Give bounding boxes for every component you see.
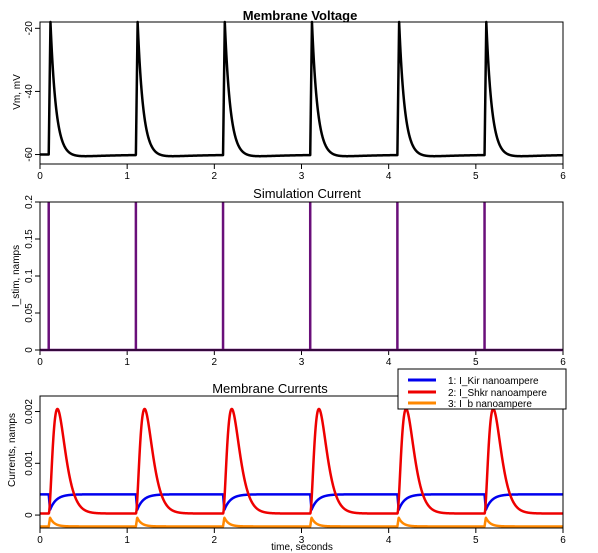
x-tick-label: 6 — [560, 535, 566, 546]
x-tick-label: 3 — [299, 357, 305, 368]
series-line-kir — [38, 493, 565, 511]
y-tick-label: 0.1 — [24, 269, 35, 283]
x-tick-label: 4 — [386, 357, 392, 368]
x-tick-label: 3 — [299, 171, 305, 182]
stimulus-panel: Simulation Current I_stim, namps 0 1 2 3 4 5 6… — [11, 186, 566, 368]
x-tick-label: 2 — [212, 171, 218, 182]
x-tick-label: 6 — [560, 357, 566, 368]
currents-lines — [38, 407, 565, 528]
voltage-ylabel: Vm, mV — [12, 74, 23, 110]
x-tick-label: 5 — [473, 357, 479, 368]
y-tick-label: 0 — [24, 512, 35, 518]
currents-title: Membrane Currents — [212, 381, 328, 396]
x-tick-label: 5 — [473, 171, 479, 182]
x-tick-label: 2 — [212, 535, 218, 546]
series-line-b — [38, 516, 565, 528]
y-tick-label: 0 — [24, 347, 35, 353]
x-tick-label: 6 — [560, 171, 566, 182]
x-tick-label: 0 — [37, 535, 43, 546]
y-tick-label: -20 — [24, 21, 35, 36]
y-tick-label: 0.2 — [24, 195, 35, 209]
x-tick-label: 2 — [212, 357, 218, 368]
legend-label-kir: 1: I_Kir nanoampere — [448, 376, 539, 387]
currents-ylabel: Currents, namps — [7, 413, 18, 487]
x-tick-label: 5 — [473, 535, 479, 546]
stimulus-lines — [39, 202, 564, 352]
voltage-panel: Membrane Voltage Vm, mV 0 1 2 3 4 5 6 -60 -40 -20 — [12, 8, 566, 182]
voltage-title: Membrane Voltage — [243, 8, 358, 23]
x-tick-label: 1 — [124, 535, 130, 546]
y-tick-label: 0.002 — [24, 399, 35, 424]
currents-panel: Membrane Currents Currents, namps time, … — [7, 368, 567, 553]
stimulus-title: Simulation Current — [253, 186, 361, 201]
voltage-lines — [38, 20, 565, 158]
y-tick-label: -40 — [24, 84, 35, 99]
y-tick-label: -60 — [24, 147, 35, 162]
y-tick-label: 0.001 — [24, 450, 35, 475]
voltage-frame — [39, 21, 564, 165]
x-tick-label: 3 — [299, 535, 305, 546]
x-tick-label: 0 — [37, 357, 43, 368]
x-tick-label: 0 — [37, 171, 43, 182]
stimulus-ylabel: I_stim, namps — [11, 245, 22, 307]
stimulus-frame — [39, 201, 564, 351]
x-tick-label: 4 — [386, 171, 392, 182]
currents-xlabel: time, seconds — [271, 542, 333, 553]
y-tick-label: 0.15 — [24, 229, 35, 249]
x-tick-label: 4 — [386, 535, 392, 546]
legend-label-shkr: 2: I_Shkr nanoampere — [448, 388, 547, 399]
voltage-line — [38, 20, 565, 158]
y-tick-label: 0.05 — [24, 303, 35, 323]
series-line-shkr — [38, 407, 565, 515]
currents-ticks: 0 1 2 3 4 5 6 0 0.001 0.002 — [24, 399, 566, 546]
currents-frame — [39, 395, 564, 529]
voltage-ticks: 0 1 2 3 4 5 6 -60 -40 -20 — [24, 21, 566, 182]
legend-label-b: 3: I_b nanoampere — [448, 399, 532, 410]
x-tick-label: 1 — [124, 357, 130, 368]
x-tick-label: 1 — [124, 171, 130, 182]
currents-legend: 1: I_Kir nanoampere 2: I_Shkr nanoampere… — [397, 368, 567, 410]
